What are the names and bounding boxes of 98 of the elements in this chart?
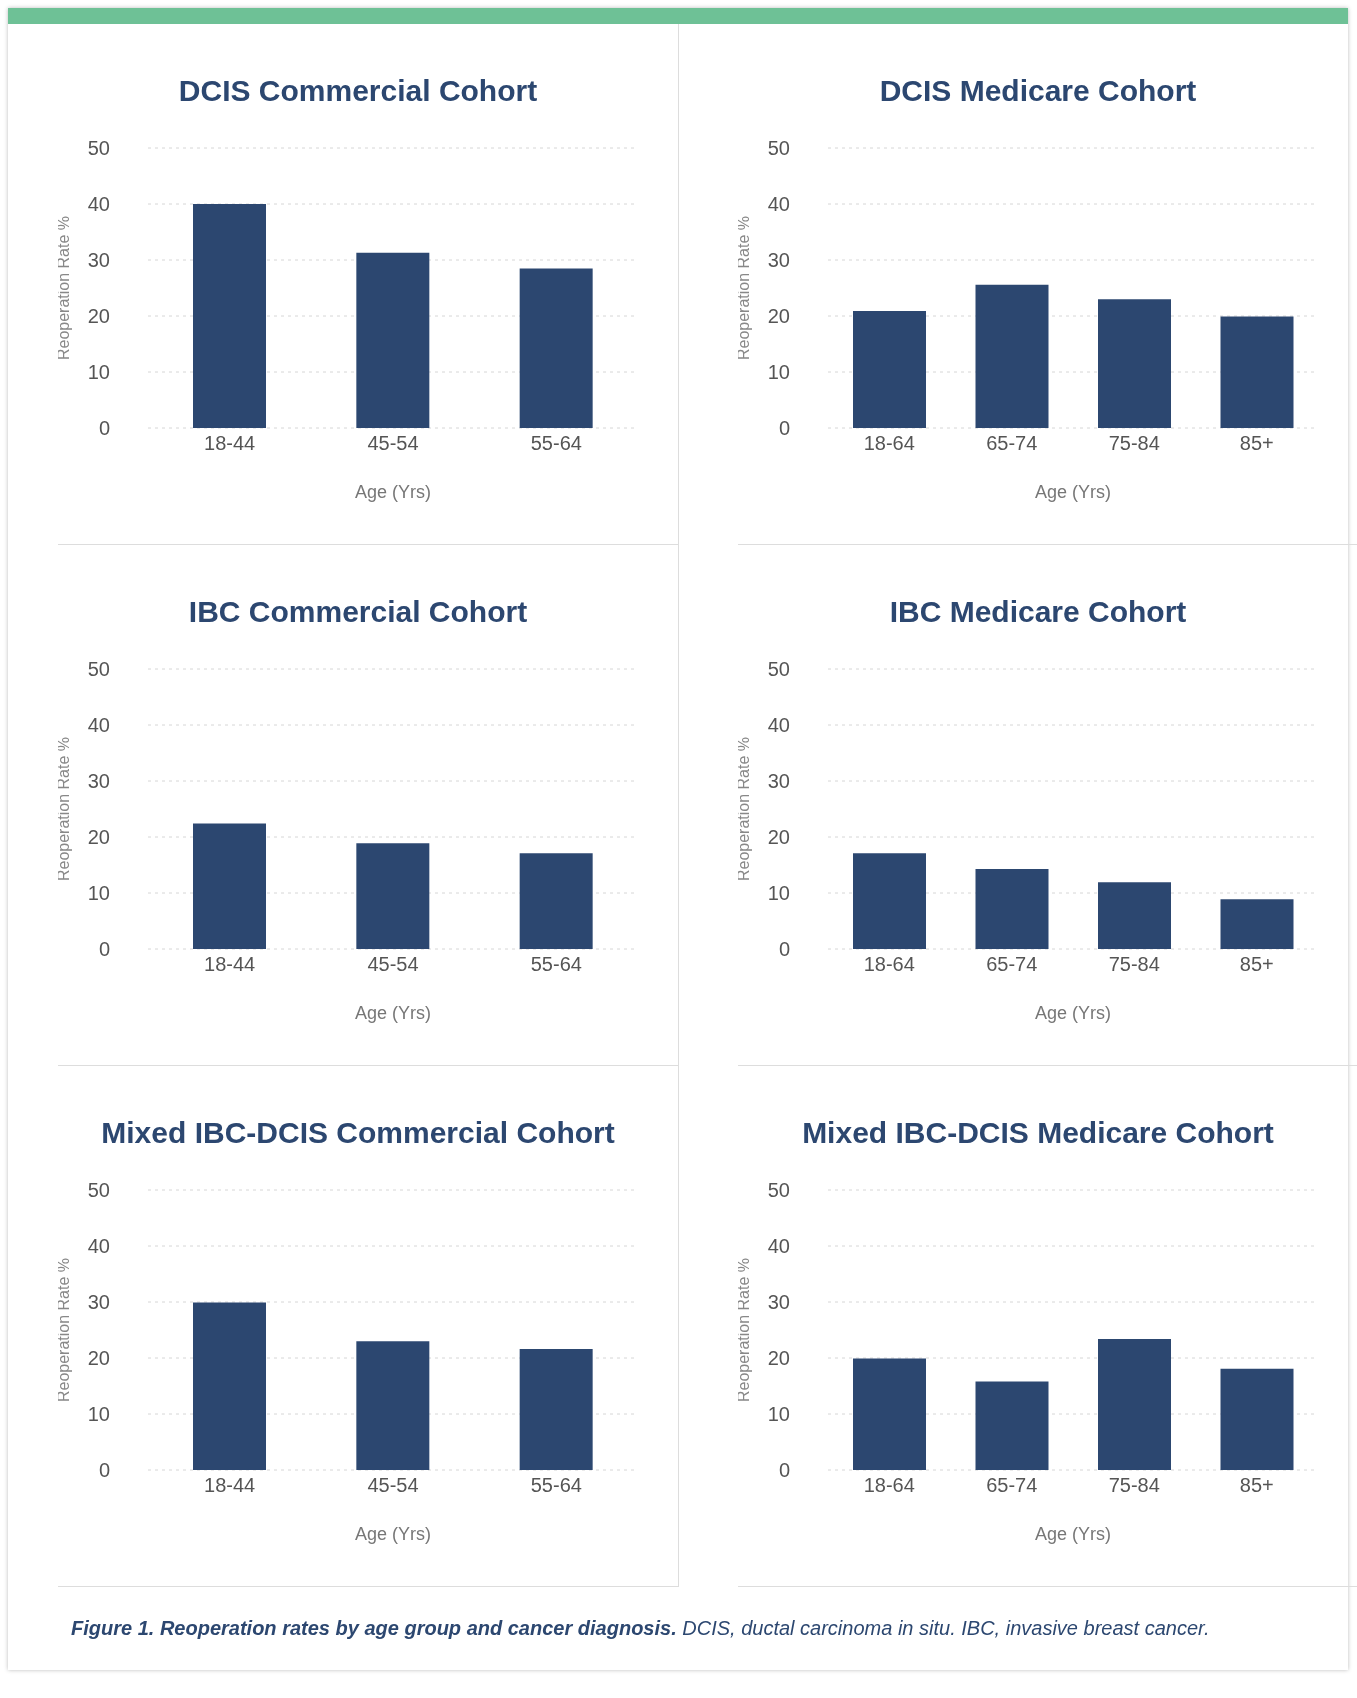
y-tick-label: 40 — [767, 714, 790, 737]
x-axis-title: Age (Yrs) — [354, 1003, 432, 1023]
bar — [1220, 899, 1294, 949]
y-axis-title: Reoperation Rate % — [734, 1257, 752, 1403]
bar — [193, 823, 266, 949]
y-axis-title: Reoperation Rate % — [54, 736, 72, 882]
y-tick-label: 30 — [767, 1291, 790, 1314]
x-tick-label: 65-74 — [986, 432, 1038, 455]
y-tick-label: 0 — [778, 417, 790, 440]
bar — [975, 1381, 1049, 1470]
x-tick-label: 18-64 — [863, 1474, 915, 1497]
y-axis-title: Reoperation Rate % — [54, 215, 72, 361]
x-tick-label: 75-84 — [1108, 1474, 1160, 1497]
bar — [1098, 299, 1171, 428]
x-axis-title: Age (Yrs) — [354, 1524, 432, 1544]
bar — [853, 1358, 926, 1470]
caption: Figure 1. Reoperation rates by age group and cancer diagnosis. — [71, 1617, 678, 1639]
y-tick-label: 10 — [767, 882, 790, 905]
y-tick-label: 10 — [87, 361, 110, 384]
x-tick-label: 55-64 — [530, 953, 582, 976]
bar — [1098, 1338, 1171, 1470]
bar — [356, 843, 430, 949]
y-tick-label: 40 — [87, 714, 110, 737]
chart-title: DCIS Medicare Cohort — [878, 74, 1198, 108]
y-tick-label: 40 — [87, 193, 110, 216]
y-axis-title: Reoperation Rate % — [734, 215, 752, 361]
bar — [853, 310, 926, 428]
bar — [193, 204, 266, 428]
x-axis-title: Age (Yrs) — [1034, 482, 1112, 502]
x-axis-title: Age (Yrs) — [1034, 1524, 1112, 1544]
bar — [356, 1341, 430, 1470]
x-tick-label: 65-74 — [986, 953, 1038, 976]
x-tick-label: 85+ — [1239, 432, 1274, 455]
y-tick-label: 20 — [767, 826, 790, 849]
x-tick-label: 18-64 — [863, 953, 915, 976]
y-tick-label: 50 — [767, 1179, 790, 1202]
bar — [1220, 316, 1294, 428]
y-tick-label: 40 — [767, 1235, 790, 1258]
bar — [1220, 1368, 1294, 1470]
y-tick-label: 50 — [87, 1179, 110, 1202]
y-tick-label: 50 — [767, 137, 790, 160]
y-tick-label: 0 — [98, 938, 110, 961]
chart-title: Mixed IBC-DCIS Commercial Cohort — [100, 1116, 616, 1150]
y-tick-label: 0 — [778, 938, 790, 961]
chart-title: Mixed IBC-DCIS Medicare Cohort — [801, 1116, 1275, 1150]
chart-title: IBC Medicare Cohort — [888, 595, 1188, 629]
y-tick-label: 10 — [87, 1403, 110, 1426]
x-axis-title: Age (Yrs) — [354, 482, 432, 502]
text: DCIS, ductal carcinoma in situ. IBC, invasive breast cancer. — [682, 1617, 1210, 1639]
x-tick-label: 45-54 — [367, 1474, 419, 1497]
bar — [193, 1302, 266, 1470]
bar — [519, 853, 593, 949]
x-tick-label: 18-44 — [204, 1474, 256, 1497]
x-tick-label: 75-84 — [1108, 432, 1160, 455]
y-axis-title: Reoperation Rate % — [734, 736, 752, 882]
x-tick-label: 55-64 — [530, 1474, 582, 1497]
x-tick-label: 45-54 — [367, 953, 419, 976]
bar — [356, 252, 430, 428]
bar — [1098, 882, 1171, 949]
y-tick-label: 0 — [98, 1459, 110, 1482]
y-tick-label: 30 — [767, 249, 790, 272]
y-tick-label: 20 — [87, 305, 110, 328]
x-tick-label: 55-64 — [530, 432, 582, 455]
bar — [853, 853, 926, 949]
bar — [519, 268, 593, 428]
y-tick-label: 50 — [767, 658, 790, 681]
x-tick-label: 18-44 — [204, 432, 256, 455]
y-tick-label: 0 — [98, 417, 110, 440]
y-tick-label: 20 — [767, 305, 790, 328]
x-tick-label: 18-44 — [204, 953, 256, 976]
x-tick-label: 85+ — [1239, 953, 1274, 976]
bar — [975, 868, 1049, 949]
y-tick-label: 30 — [767, 770, 790, 793]
x-tick-label: 85+ — [1239, 1474, 1274, 1497]
y-tick-label: 40 — [87, 1235, 110, 1258]
bar — [975, 284, 1049, 428]
y-axis-title: Reoperation Rate % — [54, 1257, 72, 1403]
y-tick-label: 20 — [87, 826, 110, 849]
x-tick-label: 45-54 — [367, 432, 419, 455]
x-tick-label: 65-74 — [986, 1474, 1038, 1497]
chart-title: DCIS Commercial Cohort — [177, 74, 539, 108]
chart-title: IBC Commercial Cohort — [187, 595, 529, 629]
x-tick-label: 18-64 — [863, 432, 915, 455]
y-tick-label: 10 — [767, 361, 790, 384]
y-tick-label: 0 — [778, 1459, 790, 1482]
y-tick-label: 50 — [87, 137, 110, 160]
x-tick-label: 75-84 — [1108, 953, 1160, 976]
y-tick-label: 30 — [87, 249, 110, 272]
x-axis-title: Age (Yrs) — [1034, 1003, 1112, 1023]
y-tick-label: 20 — [87, 1347, 110, 1370]
y-tick-label: 10 — [767, 1403, 790, 1426]
y-tick-label: 50 — [87, 658, 110, 681]
y-tick-label: 10 — [87, 882, 110, 905]
y-tick-label: 30 — [87, 1291, 110, 1314]
bar — [519, 1349, 593, 1470]
y-tick-label: 30 — [87, 770, 110, 793]
y-tick-label: 40 — [767, 193, 790, 216]
y-tick-label: 20 — [767, 1347, 790, 1370]
